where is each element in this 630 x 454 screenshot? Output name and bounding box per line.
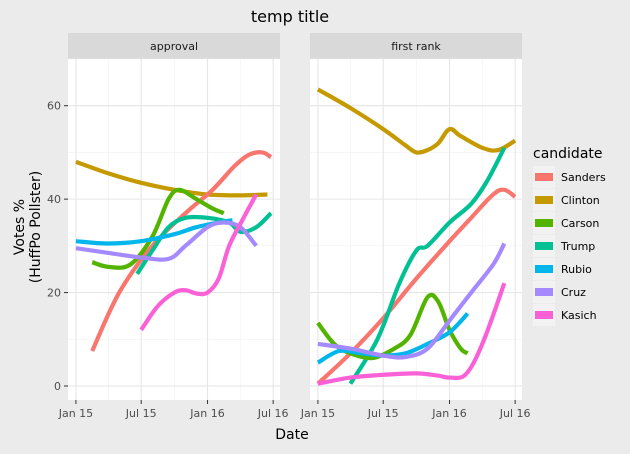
legend: candidate Sanders Clinton Carson Trump Rubio… [533,146,606,326]
series-line-trump [348,146,507,385]
x-tick-label: Jan 16 [431,407,466,420]
legend-title: candidate [533,146,603,162]
legend-label: Clinton [561,194,600,207]
legend-item-kasich: Kasich [533,304,597,326]
y-tick-label: 0 [54,380,61,393]
facet-strip [68,33,280,59]
series-line-cruz [317,242,507,360]
facet-label: first rank [391,40,441,53]
x-tick-label: Jan 16 [189,407,224,420]
legend-item-rubio: Rubio [533,258,592,280]
legend-label: Rubio [561,263,592,276]
x-tick-label: Jul 15 [367,407,399,420]
legend-label: Kasich [561,309,597,322]
series-line-kasich [317,282,507,386]
legend-item-sanders: Sanders [533,166,606,188]
legend-item-clinton: Clinton [533,189,600,211]
legend-item-trump: Trump [533,235,595,257]
y-tick-label: 40 [47,193,61,206]
series-line-trump [135,211,273,276]
chart-title: temp title [251,7,329,26]
panels: approval Jan 15 Jul 15 Jan 16 Jul 16 0 20 40 60 f… [47,33,531,420]
plot-background [310,59,522,400]
legend-item-cruz: Cruz [533,281,586,303]
legend-label: Sanders [561,171,606,184]
series-line-clinton [316,87,517,155]
y-axis-title-line-2: (HuffPo Pollster) [28,171,44,283]
series-line-sanders [316,187,517,386]
series-line-kasich [139,193,259,332]
series-line-cruz [75,220,258,262]
series-line-carson [91,187,225,270]
y-axis-title: Votes % (HuffPo Pollster) [12,171,44,283]
legend-label: Cruz [561,286,586,299]
legend-item-carson: Carson [533,212,599,234]
x-tick-label: Jan 15 [58,407,93,420]
y-tick-label: 60 [47,100,61,113]
x-tick-label: Jul 15 [125,407,157,420]
x-axis-title: Date [275,427,308,443]
panel-first-rank: first rank Jan 15 Jul 15 Jan 16 Jul 16 [300,33,531,420]
facet-label: approval [150,40,198,53]
y-tick-label: 20 [47,287,61,300]
x-tick-label: Jul 16 [257,407,289,420]
y-axis-title-line-1: Votes % [12,199,28,255]
series-line-sanders [90,150,273,352]
panel-approval: approval Jan 15 Jul 15 Jan 16 Jul 16 0 20 40 60 [47,33,289,420]
x-tick-label: Jan 15 [300,407,335,420]
legend-label: Carson [561,217,599,230]
facet-strip [310,33,522,59]
legend-label: Trump [560,240,595,253]
x-tick-label: Jul 16 [499,407,531,420]
